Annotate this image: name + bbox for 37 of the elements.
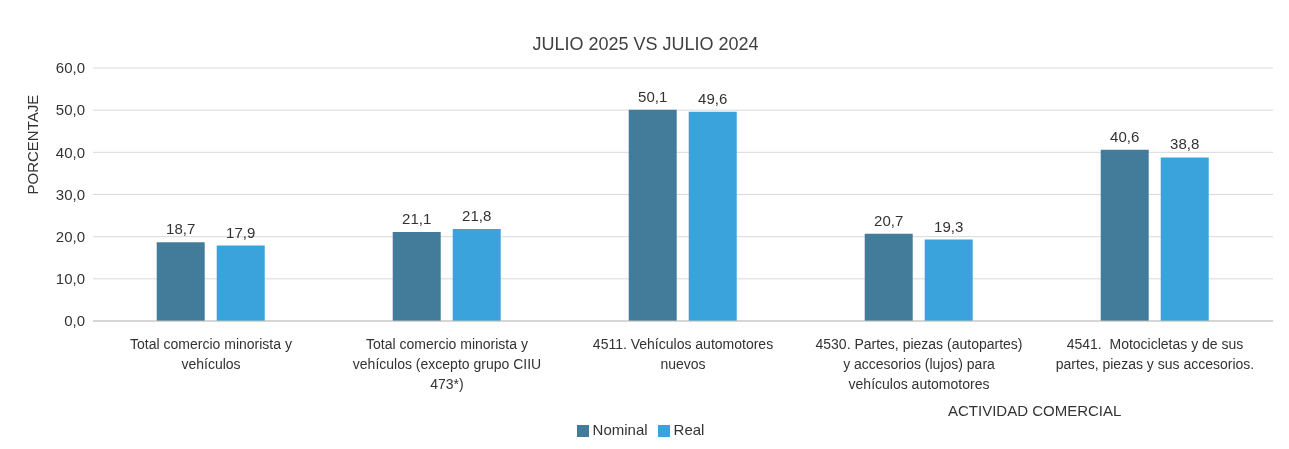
data-label: 17,9	[226, 223, 256, 241]
y-tick-label: 20,0	[55, 227, 85, 245]
x-tick-label: Total comercio minorista y vehículos	[130, 336, 292, 372]
x-tick-label: Total comercio minorista y vehículos (excepto grupo CIIU 473*)	[352, 336, 542, 392]
data-label: 20,7	[874, 211, 904, 229]
x-axis-title: ACTIVIDAD COMERCIAL	[948, 402, 1122, 419]
y-axis-title: PORCENTAJE	[24, 94, 42, 195]
y-tick-label: 10,0	[55, 270, 85, 288]
bar	[216, 245, 265, 321]
data-label: 50,1	[638, 87, 668, 105]
data-label: 19,3	[934, 217, 964, 235]
bar	[628, 109, 677, 321]
x-tick-label: 4541. Motocicletas y de sus partes, piezas y sus accesorios.	[1055, 336, 1255, 372]
bar	[688, 111, 737, 321]
data-label: 18,7	[166, 220, 196, 238]
data-label: 38,8	[1170, 135, 1200, 153]
bar	[1100, 149, 1149, 321]
legend-label: Real	[673, 421, 705, 438]
legend-label: Nominal	[592, 421, 648, 438]
y-tick-label: 0,0	[64, 312, 85, 330]
bar	[864, 233, 913, 321]
bar	[452, 229, 501, 321]
y-tick-label: 40,0	[55, 143, 85, 161]
y-tick-label: 30,0	[55, 185, 85, 203]
bar	[392, 232, 441, 321]
data-label: 21,8	[462, 207, 492, 225]
y-tick-label: 60,0	[55, 59, 85, 77]
x-tick-label: 4511. Vehículos automotores nuevos	[592, 336, 774, 372]
y-tick-label: 50,0	[55, 101, 85, 119]
bar	[1160, 157, 1209, 321]
bar	[156, 242, 205, 321]
bar	[924, 239, 973, 321]
data-label: 21,1	[402, 210, 432, 228]
data-label: 40,6	[1110, 127, 1140, 145]
data-label: 49,6	[698, 89, 728, 107]
x-tick-label: 4530. Partes, piezas (autopartes) y accesorios (lujos) para vehículos automotores	[815, 336, 1023, 392]
chart-title: JULIO 2025 VS JULIO 2024	[531, 34, 760, 55]
